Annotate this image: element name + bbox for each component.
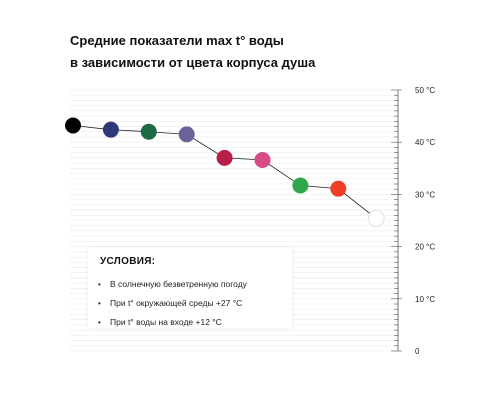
- chart-title-line-2: в зависимости от цвета корпуса душа: [70, 55, 316, 70]
- y-tick-label: 40 °C: [415, 138, 435, 147]
- condition-item-inlet-temp: При t° воды на входе +12 °C: [96, 313, 284, 332]
- conditions-box: УСЛОВИЯ: В солнечную безветренную погоду…: [88, 248, 292, 332]
- y-axis: 50 °C 40 °C 30 °C 20 °C 10 °C 0: [391, 86, 435, 356]
- data-point: [178, 126, 195, 143]
- chart-series: [65, 117, 385, 227]
- y-tick-label: 50 °C: [415, 86, 435, 95]
- data-point: [102, 121, 119, 138]
- data-point: [330, 180, 347, 197]
- data-point: [65, 117, 81, 134]
- series-line: [72, 125, 377, 219]
- condition-item-ambient-temp: При t° окружающей среды +27 °C: [96, 294, 284, 313]
- y-tick-label: 20 °C: [415, 243, 435, 252]
- conditions-heading: УСЛОВИЯ:: [100, 256, 156, 267]
- chart-title-line-1: Средние показатели max t° воды: [70, 33, 284, 48]
- data-point: [254, 151, 271, 168]
- condition-item-weather: В солнечную безветренную погоду: [96, 275, 284, 294]
- data-point: [367, 209, 385, 227]
- y-tick-label: 30 °C: [415, 190, 435, 199]
- y-tick-label: 0: [415, 347, 420, 356]
- chart-title: Средние показатели max t° воды в зависим…: [70, 30, 315, 74]
- data-point: [140, 123, 157, 140]
- conditions-list: В солнечную безветренную погоду При t° о…: [96, 275, 284, 332]
- data-point: [216, 149, 233, 166]
- y-tick-label: 10 °C: [415, 295, 435, 304]
- data-point: [292, 177, 309, 194]
